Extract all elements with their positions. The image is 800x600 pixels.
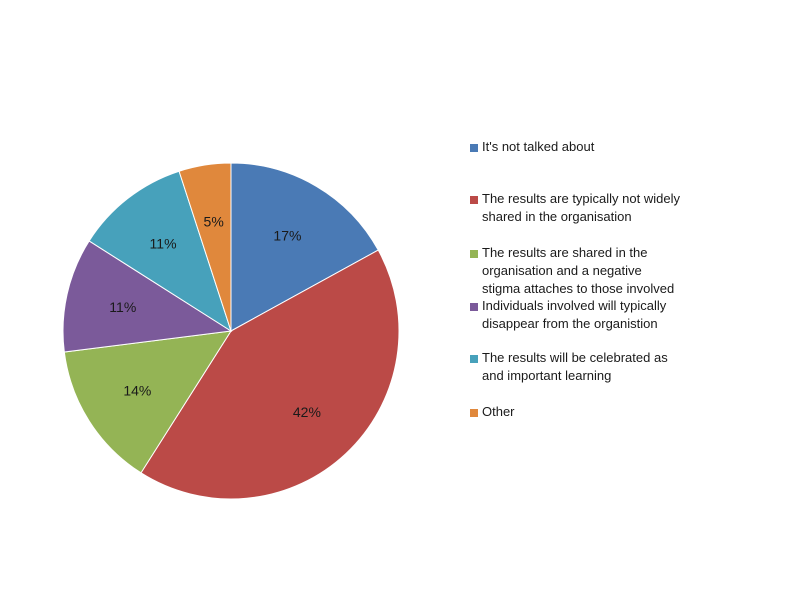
legend-label: Other — [482, 404, 515, 419]
legend-label: The results will be celebrated as and im… — [482, 350, 668, 383]
data-label-not-talked-about: 17% — [273, 228, 301, 244]
legend-swatch — [470, 409, 478, 417]
data-label-celebrated: 11% — [150, 235, 177, 251]
legend-label: Individuals involved will typically disa… — [482, 298, 667, 331]
data-label-disappear: 11% — [109, 299, 136, 315]
data-label-other: 5% — [204, 213, 224, 229]
pie-slice-negative-stigma — [63, 330, 232, 474]
legend-item-disappear: Individuals involved will typically disa… — [470, 297, 720, 333]
pie-slice-not-widely-shared — [140, 249, 400, 500]
legend-item-other: Other — [470, 403, 720, 421]
legend-swatch — [470, 250, 478, 258]
legend-label: It's not talked about — [482, 139, 595, 154]
pie-slice-other — [178, 162, 232, 332]
pie-slice-not-talked-about — [230, 162, 379, 332]
data-label-negative-stigma: 14% — [123, 382, 151, 398]
legend-swatch — [470, 144, 478, 152]
legend-label: The results are shared in the organisati… — [482, 245, 675, 296]
legend-swatch — [470, 196, 478, 204]
legend-item-celebrated: The results will be celebrated as and im… — [470, 349, 720, 385]
legend-label: The results are typically not widely sha… — [482, 191, 680, 224]
pie-slice-celebrated — [88, 170, 232, 333]
pie-slice-disappear — [62, 240, 233, 353]
data-label-not-widely-shared: 42% — [293, 404, 321, 420]
legend-item-not-widely-shared: The results are typically not widely sha… — [470, 190, 720, 226]
legend-item-not-talked-about: It's not talked about — [470, 138, 720, 156]
legend-swatch — [470, 355, 478, 363]
legend-item-negative-stigma: The results are shared in the organisati… — [470, 244, 720, 298]
legend-swatch — [470, 303, 478, 311]
